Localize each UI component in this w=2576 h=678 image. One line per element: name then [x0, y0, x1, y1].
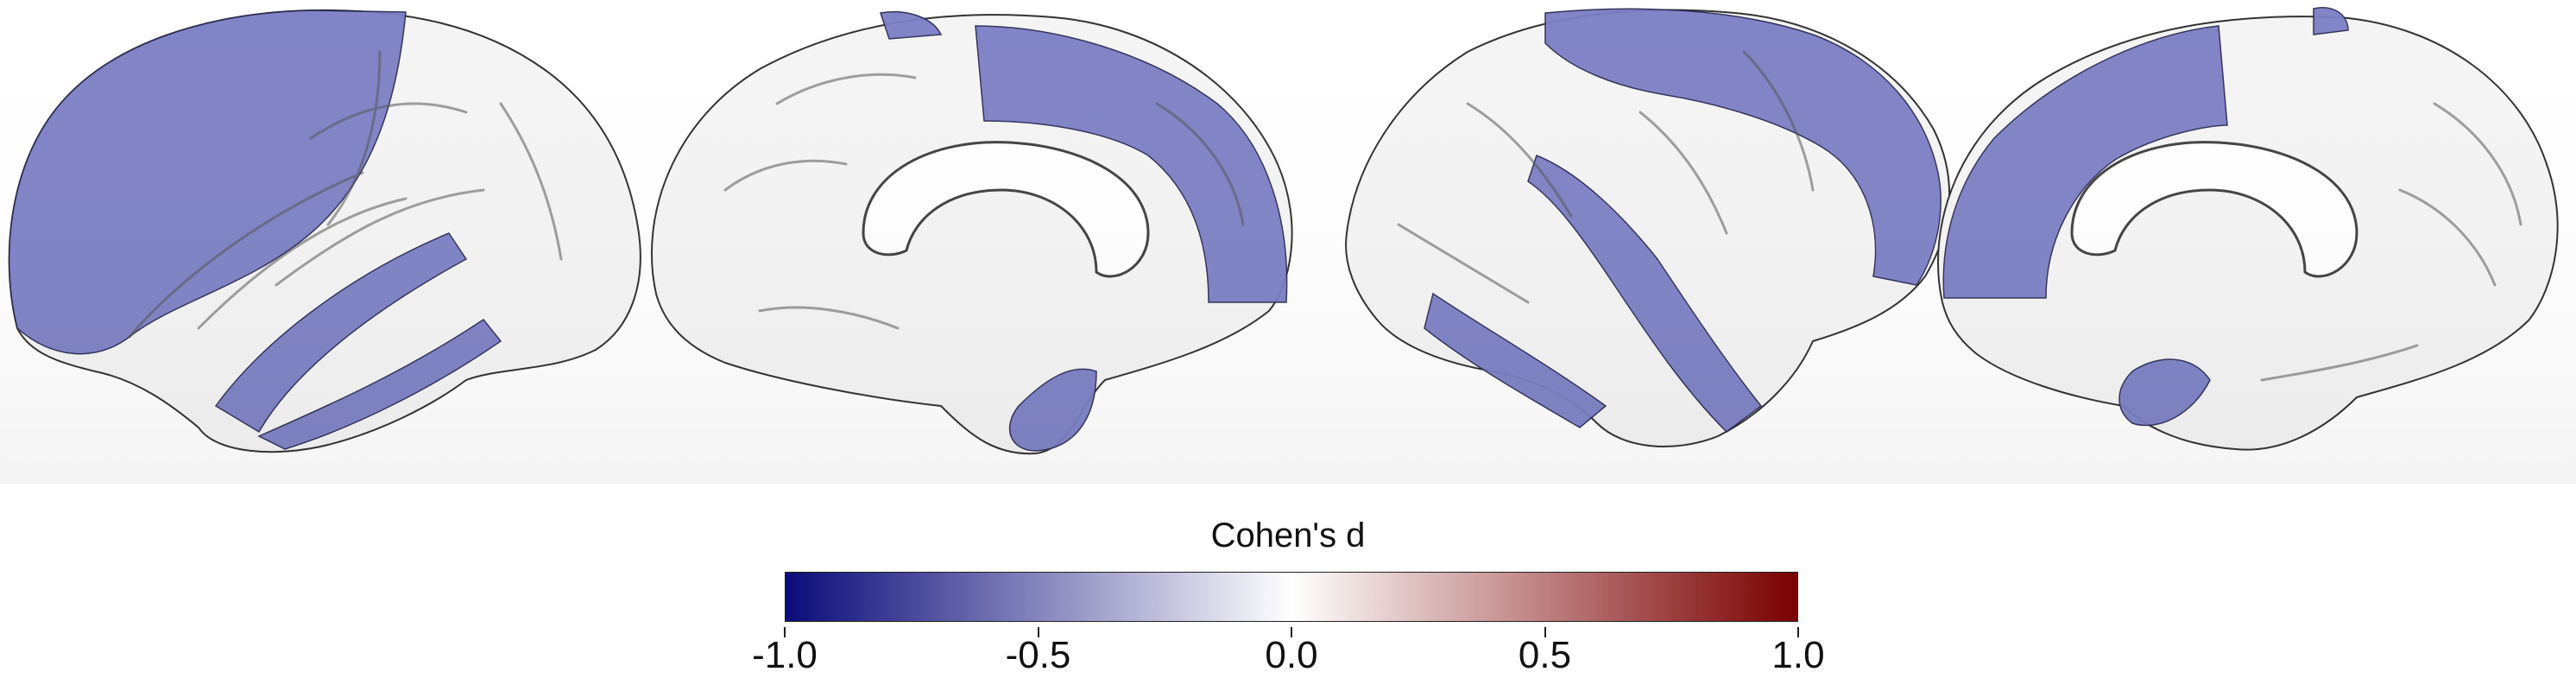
colorbar: [785, 572, 1798, 622]
right-medial-view: [1937, 7, 2559, 451]
left-medial-view: [651, 11, 1293, 455]
colorbar-tick-label: -0.5: [1005, 634, 1071, 676]
brain-surface-panel: [0, 0, 2576, 484]
effect-region: [880, 11, 943, 40]
left-lateral-view: [8, 9, 641, 453]
colorbar-tick: [1291, 627, 1292, 637]
colorbar-tick: [1037, 627, 1039, 637]
colorbar-tick-label: 1.0: [1771, 634, 1825, 676]
colorbar-title: Cohen's d: [1210, 516, 1366, 554]
colorbar-tick-label: 0.5: [1518, 634, 1572, 676]
colorbar-tick-label: 0.0: [1265, 634, 1318, 676]
colorbar-tick: [784, 627, 786, 637]
colorbar-tick-label: -1.0: [752, 634, 818, 676]
effect-region: [2313, 7, 2349, 35]
colorbar-tick: [1797, 627, 1799, 637]
colorbar-tick: [1544, 627, 1546, 637]
right-lateral-view: [1345, 8, 1951, 447]
cortical-surface: [651, 14, 1293, 455]
